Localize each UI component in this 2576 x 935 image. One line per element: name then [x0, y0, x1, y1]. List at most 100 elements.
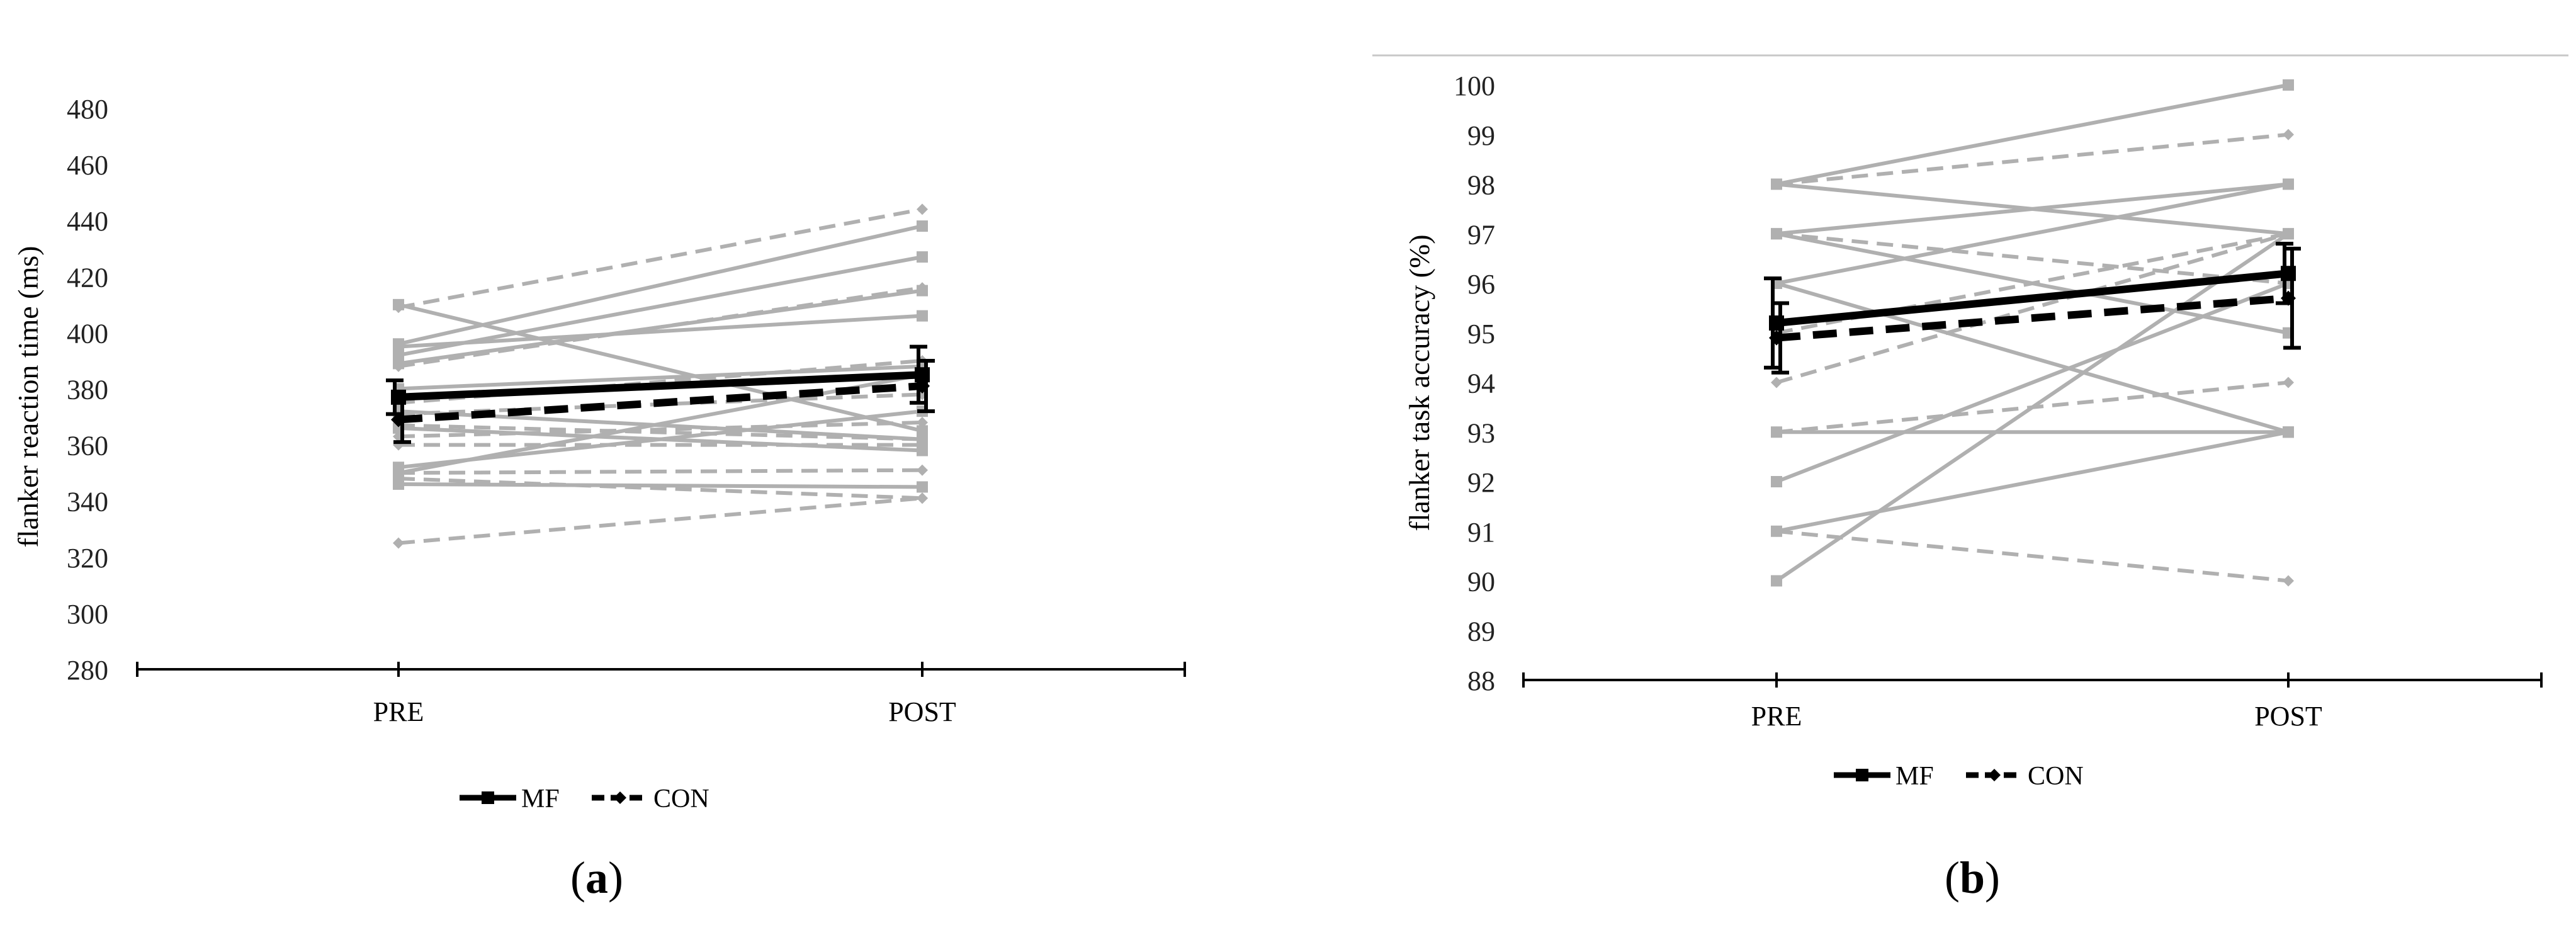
legend-label-con: CON: [2028, 762, 2084, 791]
legend-marker-con: [1988, 769, 2001, 781]
individual-line-mf: [1776, 182, 2289, 236]
individual-line-con: [398, 286, 923, 368]
legend: MF CON: [460, 785, 709, 813]
individual-line-mf: [1775, 281, 2290, 484]
legend-marker-mf: [1856, 769, 1868, 781]
individual-marker-con: [1771, 178, 1782, 190]
individual-marker-con: [393, 473, 404, 485]
y-tick-label: 440: [67, 206, 108, 237]
legend-marker-con: [614, 791, 626, 804]
y-tick-label: 380: [67, 375, 108, 405]
mean-line-con: [1776, 294, 2289, 342]
individual-marker-con: [2283, 128, 2294, 140]
legend-label-mf: MF: [1895, 762, 1934, 791]
y-tick-label: 320: [67, 543, 108, 574]
individual-line-mf: [398, 255, 923, 357]
individual-marker-mf: [917, 310, 928, 322]
mean-line-mf: [1776, 269, 2289, 327]
individual-line-con: [1776, 529, 2289, 583]
individual-marker-mf: [1771, 575, 1782, 587]
y-axis-label: flanker reaction time (ms): [12, 246, 44, 548]
y-tick-label: 96: [1467, 269, 1495, 300]
y-tick-label: 92: [1467, 467, 1495, 498]
individual-line-con: [398, 477, 923, 501]
y-tick-label: 480: [67, 94, 108, 125]
y-tick-label: 340: [67, 487, 108, 518]
individual-marker-mf: [917, 481, 928, 493]
y-tick-label: 94: [1467, 368, 1495, 399]
y-tick-label: 99: [1467, 120, 1495, 151]
individual-line-con: [1776, 132, 2289, 186]
panel-label-b: (b): [1945, 853, 2000, 903]
chart-b-accuracy: 88 89 90 91 92 93 94 95 96 97 98 99 100 flanker task …: [1403, 71, 2543, 791]
y-tick-label: 100: [1454, 71, 1495, 101]
y-tick-label: 97: [1467, 219, 1495, 250]
individual-line-con: [398, 207, 923, 310]
y-tick-label: 90: [1467, 567, 1495, 598]
individual-marker-con: [1771, 377, 1782, 388]
individual-line-con: [1776, 380, 2289, 434]
legend-label-mf: MF: [521, 785, 560, 813]
mean-line-con: [398, 382, 923, 424]
x-tick-label-pre: PRE: [1751, 701, 1802, 732]
mean-line-mf: [398, 371, 923, 401]
individual-marker-mf: [2283, 79, 2294, 91]
individual-line-con: [398, 496, 923, 545]
individual-line-mf: [398, 314, 923, 349]
individual-line-mf: [1776, 182, 2289, 285]
x-tick-label-pre: PRE: [373, 696, 424, 727]
individual-line-mf: [398, 364, 923, 391]
individual-line-mf: [1776, 281, 2289, 434]
individual-line-mf: [1776, 83, 2289, 186]
individual-line-mf: [398, 482, 923, 489]
individual-line-mf: [398, 224, 923, 346]
individual-line-mf: [398, 409, 923, 470]
legend-marker-mf: [482, 791, 494, 804]
individual-marker-con: [917, 492, 928, 504]
individual-marker-con: [1771, 228, 1782, 240]
y-tick-label: 93: [1467, 417, 1495, 448]
individual-marker-mf: [1771, 476, 1782, 487]
individual-marker-con: [1771, 426, 1782, 438]
individual-marker-mf: [2283, 426, 2294, 438]
y-tick-label: 88: [1467, 666, 1495, 696]
y-tick-label: 280: [67, 655, 108, 686]
individual-marker-mf: [2283, 178, 2294, 190]
individual-marker-con: [1771, 525, 1782, 537]
mean-marker-con: [915, 378, 930, 394]
individual-marker-con: [2283, 377, 2294, 388]
chart-a-reaction-time: 280 300 320 340 360 380 400 420 440 460 480 flanker…: [12, 94, 1186, 813]
individual-marker-mf: [917, 220, 928, 232]
mean-marker-con: [1769, 330, 1784, 346]
individual-marker-con: [393, 360, 404, 372]
y-tick-label: 91: [1467, 517, 1495, 548]
individual-marker-con: [917, 282, 928, 294]
individual-marker-con: [917, 416, 928, 428]
x-tick-label-post: POST: [888, 696, 956, 727]
individual-line-con: [398, 423, 923, 441]
individual-marker-con: [917, 203, 928, 215]
individual-line-con: [398, 420, 923, 439]
individual-marker-con: [393, 537, 404, 549]
y-tick-label: 360: [67, 431, 108, 462]
individual-line-mf: [1776, 430, 2289, 533]
individual-marker-con: [917, 439, 928, 451]
individual-marker-con: [393, 302, 404, 314]
individual-marker-mf: [393, 341, 404, 353]
individual-line-con: [1776, 232, 2289, 285]
x-tick-label-post: POST: [2254, 701, 2322, 732]
y-tick-label: 460: [67, 150, 108, 181]
panel-label-a: (a): [570, 853, 623, 903]
y-tick-label: 95: [1467, 319, 1495, 349]
mean-marker-con: [2281, 290, 2296, 306]
individual-line-con: [398, 468, 923, 475]
y-tick-label: 98: [1467, 170, 1495, 201]
individual-marker-mf: [917, 251, 928, 263]
y-tick-label: 400: [67, 318, 108, 349]
y-tick-label: 420: [67, 262, 108, 293]
legend: MF CON: [1834, 762, 2084, 791]
y-tick-label: 89: [1467, 616, 1495, 647]
individual-marker-con: [2283, 228, 2294, 240]
y-tick-label: 300: [67, 599, 108, 630]
